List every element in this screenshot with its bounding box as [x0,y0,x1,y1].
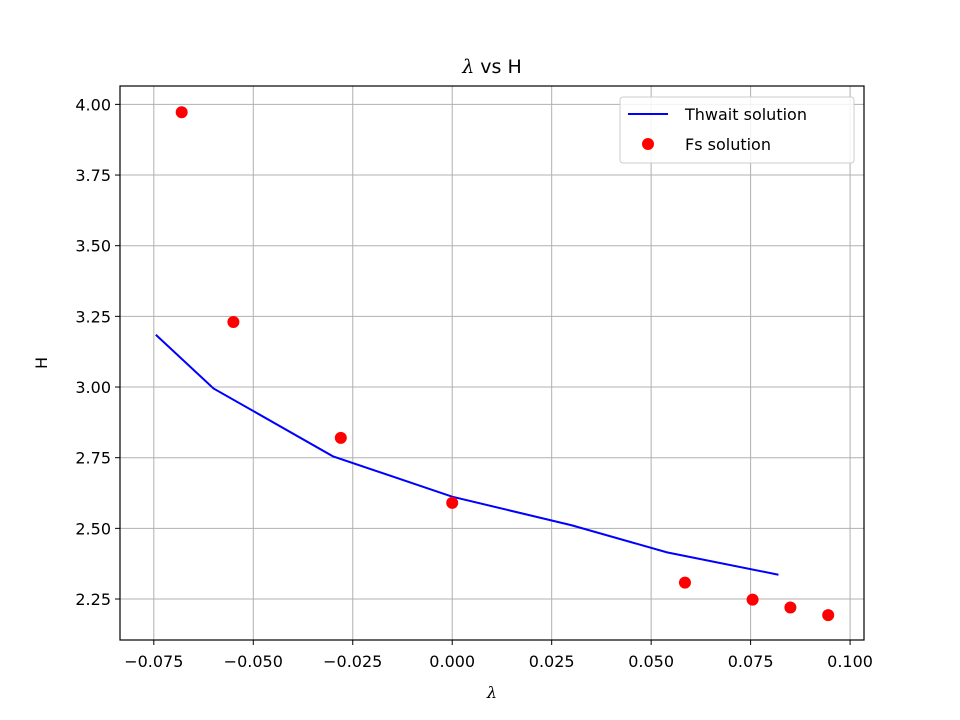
y-tick-label: 3.50 [75,237,111,256]
x-tick-label: 0.100 [827,652,873,671]
data-point-fs [784,601,796,613]
x-axis-title: λ [486,683,497,702]
x-tick-label: 0.000 [429,652,475,671]
x-tick-label: −0.075 [124,652,183,671]
data-point-fs [227,316,239,328]
x-tick-label: 0.050 [628,652,674,671]
y-tick-label: 4.00 [75,95,111,114]
data-point-fs [747,594,759,606]
x-tick-label: −0.050 [224,652,283,671]
legend: Thwait solution Fs solution [620,97,854,163]
x-tick-label: 0.075 [728,652,774,671]
x-tick-label: 0.025 [529,652,575,671]
chart-title: λ vs H [461,56,522,78]
y-tick-label: 2.25 [75,590,111,609]
y-tick-label: 2.75 [75,449,111,468]
legend-marker-swatch [642,138,654,150]
legend-label-fs: Fs solution [685,135,771,154]
x-tick-label: −0.025 [323,652,382,671]
legend-label-thwait: Thwait solution [684,105,807,124]
data-point-fs [822,609,834,621]
data-point-fs [446,497,458,509]
y-tick-label: 2.50 [75,519,111,538]
y-axis-title: H [32,357,51,369]
y-tick-label: 3.75 [75,166,111,185]
data-point-fs [176,106,188,118]
data-point-fs [679,577,691,589]
y-tick-label: 3.00 [75,378,111,397]
y-tick-label: 3.25 [75,307,111,326]
data-point-fs [335,432,347,444]
